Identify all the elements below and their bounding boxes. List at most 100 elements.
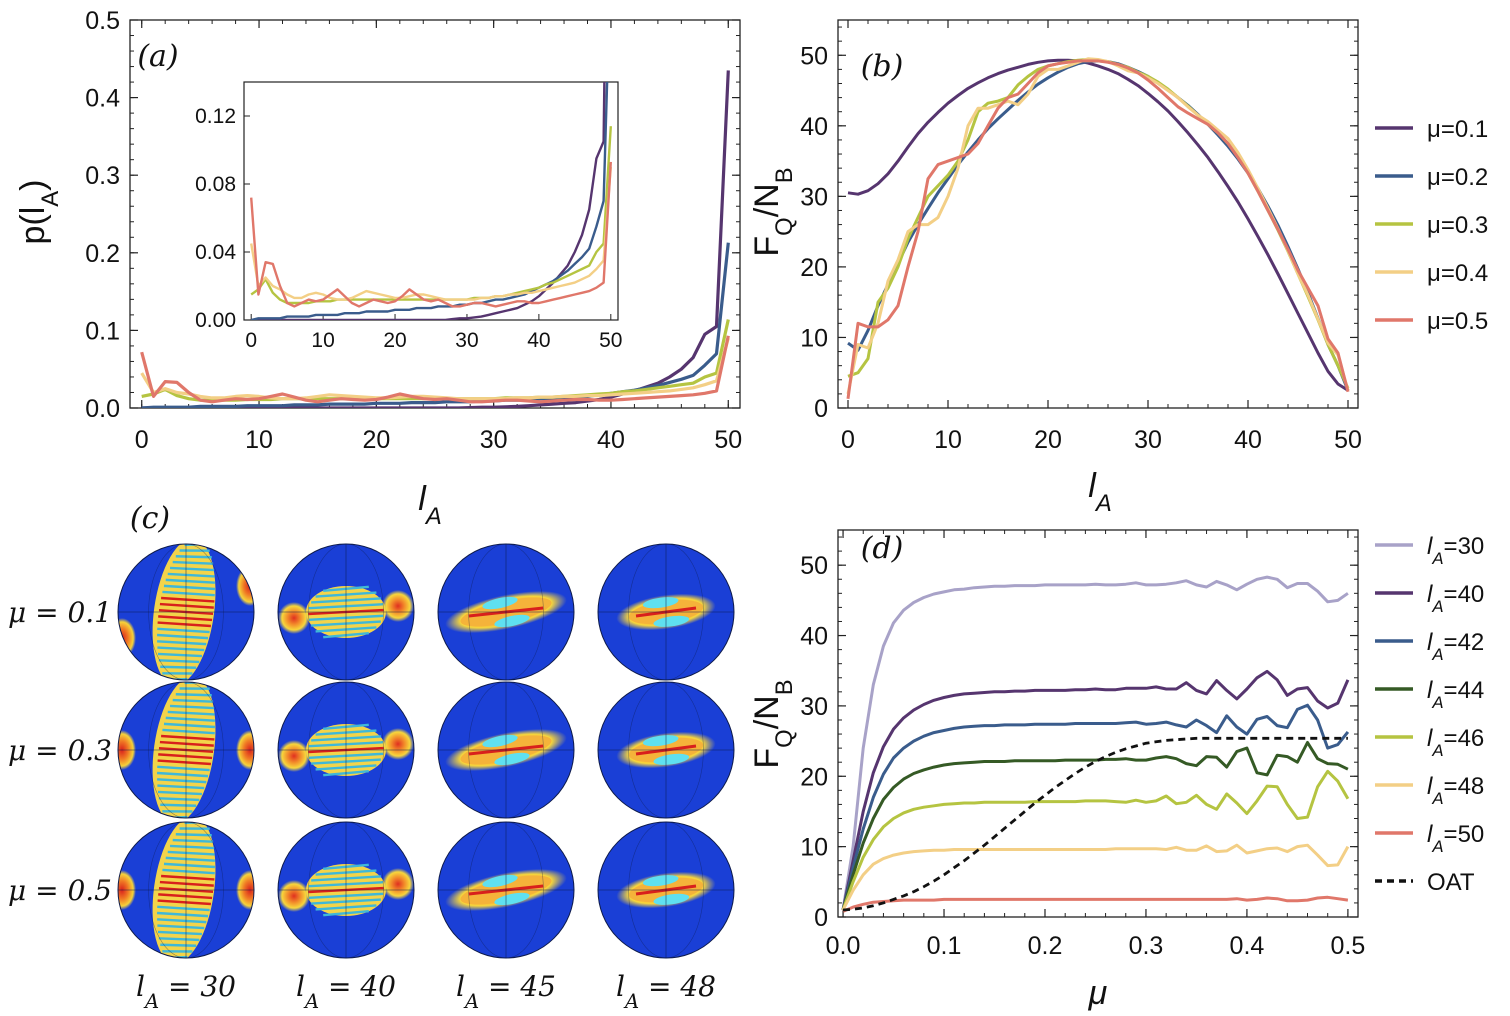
side-lobe — [382, 590, 414, 622]
sphere-meridian — [308, 544, 384, 680]
panel-a: 0 10 20 30 40 50 0.0 0.1 0.2 0.3 0.4 0.5 p(lA) lA (a) 0… — [14, 7, 742, 530]
y-axis-label: FQ/NB — [748, 679, 798, 768]
x-tick-label: 0.4 — [1230, 932, 1265, 960]
fringe-stripe — [157, 790, 203, 796]
inset-y-tick-label: 0.12 — [195, 105, 236, 128]
series-line-l-a-40 — [841, 669, 1350, 911]
fringe-stripe — [158, 659, 200, 664]
fringe-stripe — [167, 710, 215, 716]
y-tick-label: 0.4 — [85, 85, 120, 113]
fringe-stripe — [162, 590, 215, 597]
fringe-stripe — [159, 740, 214, 747]
fringe-stripe — [159, 880, 214, 887]
fringe-stripe — [160, 943, 197, 947]
wigner-sphere — [277, 821, 415, 959]
wigner-sphere — [277, 543, 415, 681]
wigner-sphere — [277, 681, 415, 819]
fringe-stripe — [158, 893, 213, 900]
side-lobe — [278, 602, 310, 634]
panel-label-d: (d) — [861, 531, 904, 566]
inset-x-tick-label: 0 — [245, 329, 257, 352]
sphere-meridian — [468, 822, 544, 958]
fringe-stripe — [175, 833, 212, 837]
series-line--0.5 — [846, 59, 1350, 399]
wigner-sphere — [437, 821, 575, 959]
y-tick-label: 10 — [800, 324, 828, 352]
sphere-outline — [437, 681, 575, 819]
legend-entry: lA=46 — [1427, 725, 1484, 760]
x-tick-label: 40 — [1234, 426, 1262, 454]
fringe-stripe — [157, 759, 211, 766]
legend-entry: lA=48 — [1427, 773, 1484, 808]
fringe-stripe — [157, 646, 205, 652]
sphere-meridian — [468, 682, 544, 818]
fringe-stripe — [172, 838, 214, 843]
series-line-oat — [842, 736, 1348, 912]
x-axis-label: lA — [418, 480, 441, 530]
fringe-stripe — [162, 672, 193, 675]
series-line-l-a-30 — [841, 575, 1349, 911]
legend-entry: OAT — [1427, 869, 1475, 896]
wigner-sphere — [437, 681, 575, 819]
fringe-stripe — [157, 627, 210, 634]
fringe-stripe — [165, 716, 215, 722]
interference-spot — [653, 615, 690, 627]
interference-spot — [642, 597, 679, 609]
interference-spot — [653, 893, 690, 905]
fringe-stripe — [158, 797, 200, 802]
x-axis-label: lA — [1088, 467, 1111, 517]
fringe-stripe — [157, 905, 210, 912]
inset-series-line — [250, 126, 612, 305]
y-tick-label: 0.2 — [85, 240, 120, 268]
y-tick-label: 50 — [800, 552, 828, 580]
sphere-outline — [437, 543, 575, 681]
x-tick-label: 0.0 — [826, 932, 861, 960]
wigner-sphere — [117, 821, 255, 959]
fringe-stripe — [167, 572, 215, 578]
x-tick-label: 50 — [714, 426, 742, 454]
column-label: lA = 45 — [456, 970, 556, 1013]
sphere-outline — [597, 543, 735, 681]
sphere-meridian — [148, 822, 224, 958]
interference-spot — [642, 735, 679, 747]
inset-x-tick-label: 10 — [311, 329, 334, 352]
fringe-stripe — [157, 784, 205, 790]
y-tick-label: 0.5 — [85, 7, 120, 35]
legend-entry: μ=0.4 — [1427, 260, 1488, 287]
inset-series-line — [250, 166, 612, 301]
wigner-sphere — [597, 681, 735, 819]
series-line-l-a-44 — [841, 741, 1349, 911]
inset-y-tick-label: 0.04 — [195, 241, 236, 264]
sphere-outline — [277, 681, 415, 819]
series-line-l-a-42 — [841, 703, 1350, 911]
interference-spot — [482, 596, 518, 610]
y-tick-label: 20 — [800, 254, 828, 282]
y-tick-label: 20 — [800, 763, 828, 791]
panel-d: 0.0 0.1 0.2 0.3 0.4 0.5 0 10 20 30 40 50 FQ/NB μ (d) lA… — [748, 529, 1484, 1012]
x-tick-label: 10 — [934, 426, 962, 454]
inset-plot: 0 10 20 30 40 50 0.00 0.04 0.08 0.12 — [195, 80, 622, 352]
fringe-stripe — [179, 687, 210, 690]
sphere-outline — [277, 821, 415, 959]
fringe-stripe — [179, 827, 210, 830]
legend-entry: μ=0.3 — [1427, 212, 1488, 239]
series-group — [140, 70, 730, 408]
y-axis-label: FQ/NB — [748, 167, 798, 256]
fringe-stripe — [172, 698, 214, 703]
sphere-meridian — [308, 822, 384, 958]
x-tick-label: 0.5 — [1331, 932, 1366, 960]
x-tick-label: 30 — [1134, 426, 1162, 454]
x-tick-label: 0.1 — [927, 932, 962, 960]
x-tick-label: 0 — [135, 426, 149, 454]
legend-entry: lA=40 — [1427, 581, 1484, 616]
side-lobe — [382, 868, 414, 900]
wigner-sphere — [117, 681, 255, 819]
fringe-stripe — [163, 722, 216, 729]
sphere-outline — [597, 681, 735, 819]
sphere-meridian — [148, 682, 224, 818]
fringe-stripe — [157, 918, 207, 924]
fringe-stripe — [172, 560, 214, 565]
inset-x-tick-label: 40 — [527, 329, 550, 352]
x-tick-label: 0.3 — [1129, 932, 1164, 960]
inset-series-line — [250, 161, 612, 308]
